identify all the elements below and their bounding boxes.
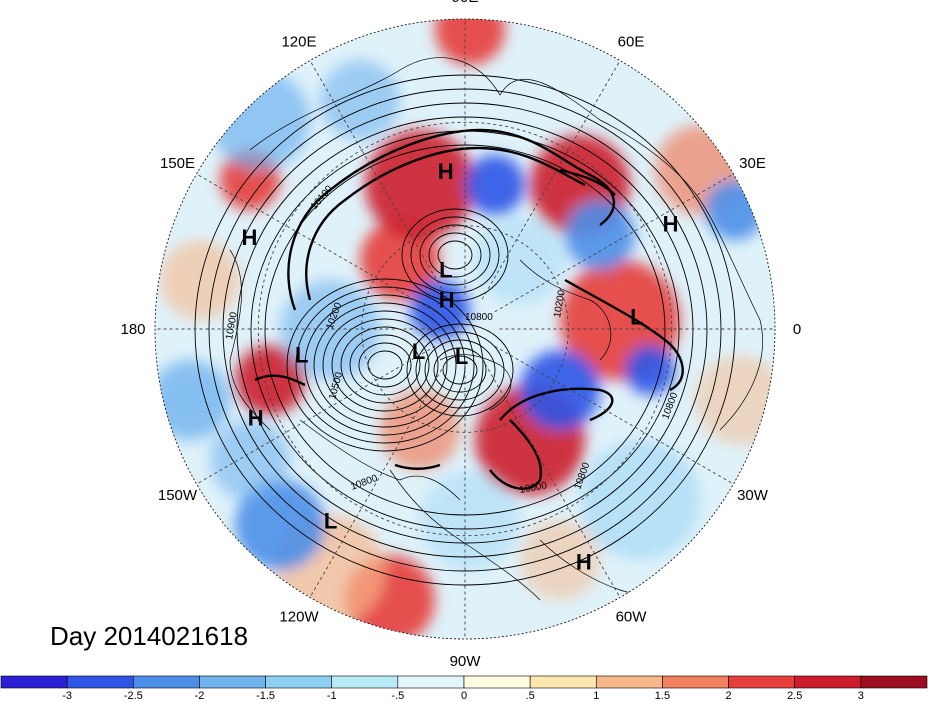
- high-center: H: [438, 159, 454, 184]
- colorbar-tick: 3: [858, 690, 864, 702]
- longitude-label: 150E: [160, 155, 195, 172]
- longitude-label: 150W: [158, 487, 198, 504]
- colorbar-swatch: [132, 675, 200, 689]
- high-center: H: [248, 405, 264, 430]
- contour-label: 10200: [552, 289, 568, 319]
- colorbar-swatch: [199, 675, 266, 689]
- longitude-label: 30W: [737, 487, 769, 504]
- longitude-label: 120E: [281, 33, 316, 50]
- high-center: H: [663, 212, 679, 237]
- colorbar-tick: 2.5: [787, 690, 802, 702]
- coastlines: [229, 57, 763, 601]
- colorbar-swatch: [331, 675, 399, 689]
- colorbar-swatch: [265, 675, 333, 689]
- low-center: L: [630, 304, 643, 329]
- colorbar-tick: 2: [726, 690, 732, 702]
- colorbar-tick: 1.5: [655, 690, 670, 702]
- colorbar-tick: 0: [461, 690, 467, 702]
- high-center: H: [241, 225, 257, 250]
- colorbar-swatch: [728, 675, 796, 689]
- colorbar-tick: -.5: [391, 690, 404, 702]
- low-center: L: [455, 344, 468, 369]
- low-center: L: [439, 258, 452, 283]
- longitude-label: 60E: [618, 33, 645, 50]
- contour-label: 10800: [465, 312, 493, 323]
- colorbar: -3 -2.5 -2 -1.5 -1 -.5 0 .5 1 1.5 2 2.5 3: [0, 675, 928, 702]
- colorbar-tick: 1: [593, 690, 599, 702]
- longitude-label: 120W: [279, 609, 319, 626]
- colorbar-tick: -2: [195, 690, 205, 702]
- day-label: Day 2014021618: [50, 621, 248, 651]
- longitude-labels: 90E 60E 30E 0 30W 60W 90W 120W 150W 180 150E 120E: [120, 0, 801, 670]
- low-center: L: [295, 342, 308, 367]
- jet-contours: [254, 128, 684, 490]
- longitude-label: 180: [120, 321, 145, 338]
- low-center: L: [412, 339, 425, 364]
- colorbar-tick: -3: [62, 690, 72, 702]
- high-center: H: [439, 287, 455, 312]
- longitude-label: 90E: [452, 0, 479, 6]
- longitude-label: 30E: [739, 155, 766, 172]
- colorbar-tick: .5: [526, 690, 535, 702]
- colorbar-swatch: [397, 675, 465, 689]
- colorbar-swatch: [860, 675, 928, 689]
- colorbar-tick: -2.5: [124, 690, 143, 702]
- longitude-label: 0: [793, 321, 801, 338]
- graticule: [155, 19, 775, 639]
- colorbar-swatch: [662, 675, 729, 689]
- colorbar-tick: -1: [327, 690, 337, 702]
- longitude-label: 60W: [616, 609, 648, 626]
- colorbar-swatch: [66, 675, 134, 689]
- longitude-label: 90W: [450, 653, 482, 670]
- contour-label: 10900: [224, 311, 240, 341]
- colorbar-swatch: [794, 675, 862, 689]
- low-center: L: [324, 508, 337, 533]
- colorbar-swatch: [529, 675, 597, 689]
- colorbar-swatch: [463, 675, 531, 689]
- contour-label: 10000: [519, 480, 549, 496]
- high-center: H: [576, 550, 592, 575]
- colorbar-swatch: [0, 675, 68, 689]
- map-boundary: [154, 18, 776, 640]
- colorbar-swatch: [595, 675, 663, 689]
- colorbar-tick: -1.5: [256, 690, 275, 702]
